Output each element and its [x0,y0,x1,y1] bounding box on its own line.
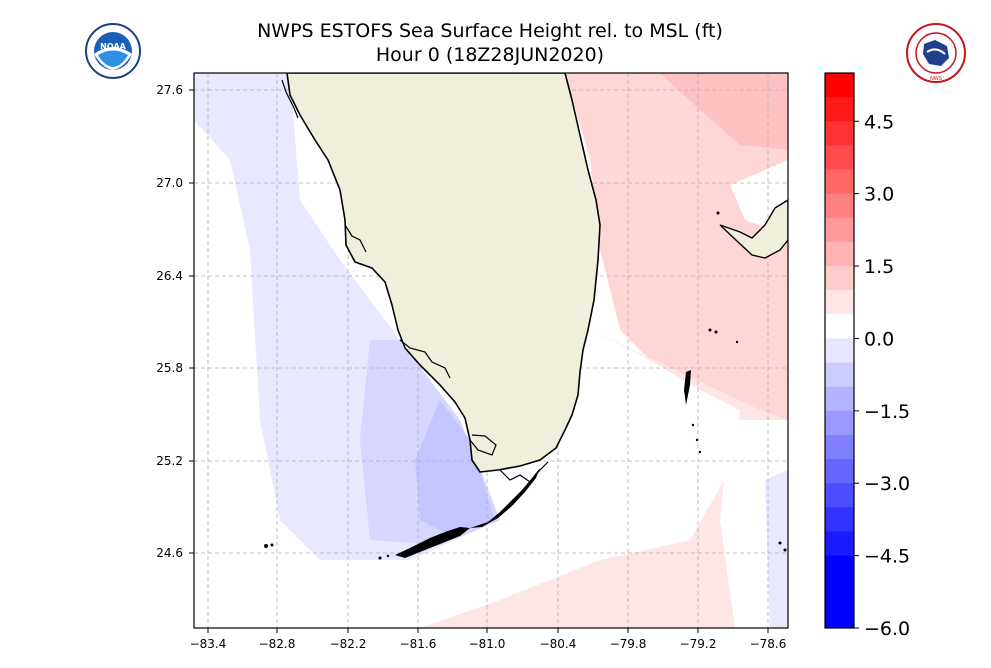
noaa-logo-text: NOAA [100,42,126,51]
straits-anomaly [420,330,788,628]
colorbar-swatch [825,73,854,98]
colorbar-swatch [825,169,854,195]
map-area[interactable] [194,73,788,628]
longitude-tick-label: −78.6 [750,637,787,651]
longitude-tick-label: −81.0 [469,637,506,651]
bahamas-negative-anomaly [765,470,788,628]
colorbar-tick-label: −6.0 [864,618,910,640]
colorbar-tick-label: −1.5 [864,401,910,423]
coastline-detail [281,79,549,483]
colorbar-swatch [825,410,854,436]
colorbar-swatch [825,579,854,605]
colorbar-swatch [825,531,854,557]
colorbar-swatch [825,241,854,267]
longitude-tick-label: −82.8 [259,637,296,651]
colorbar-swatch [825,507,854,532]
gulf-anomaly-strong [415,400,495,535]
longitude-tick-label: −83.4 [190,637,227,651]
florida-landmass [286,73,601,473]
colorbar-tick-label: 4.5 [864,111,894,133]
colorbar-swatch [825,217,854,243]
colorbar-tick-label: −3.0 [864,473,910,495]
latitude-tick-label: 27.6 [156,83,183,97]
noaa-logo: NOAA [85,23,141,79]
longitude-tick-label: −82.2 [330,637,367,651]
longitude-axis: −83.4 −82.8 −82.2 −81.6 −81.0 −80.4 −79.8 −79.2… [190,628,787,651]
colorbar-swatch [825,386,854,412]
colorbar: 4.5 3.0 1.5 0.0 −1.5 −3.0 −4.5 −6.0 [824,72,910,640]
latitude-axis: 27.6 27.0 26.4 25.8 25.2 24.6 [156,83,194,560]
colorbar-swatch [825,362,854,388]
atlantic-anomaly [565,73,788,420]
longitude-tick-label: −80.4 [540,637,577,651]
latitude-tick-label: 24.6 [156,546,183,560]
latitude-tick-label: 25.2 [156,454,183,468]
colorbar-tick-label: 0.0 [864,328,894,350]
longitude-tick-label: −79.2 [680,637,717,651]
colorbar-frame [824,72,855,629]
colorbar-swatch [825,314,854,339]
nws-logo-text: NWS [930,76,942,82]
longitude-tick-label: −81.6 [400,637,437,651]
colorbar-tick-label: 3.0 [864,184,894,206]
nws-logo: NWS [906,23,966,83]
colorbar-swatch [825,603,854,629]
longitude-tick-label: −79.8 [610,637,647,651]
map-frame [193,72,789,629]
colorbar-swatch [825,434,854,460]
colorbar-swatch [825,266,854,291]
colorbar-swatch [825,97,854,122]
keys-islands [264,211,787,560]
colorbar-swatch [825,555,854,581]
latitude-tick-label: 27.0 [156,176,183,190]
latitude-tick-label: 25.8 [156,361,183,375]
colorbar-swatch [825,121,854,146]
colorbar-swatch [825,145,854,171]
colorbar-tick-label: −4.5 [864,546,910,568]
colorbar-swatch [825,338,854,364]
colorbar-swatch [825,193,854,219]
colorbar-tick-label: 1.5 [864,256,894,278]
atlantic-anomaly-strong [660,73,788,150]
colorbar-swatch [825,483,854,508]
grand-bahama-island [719,199,788,259]
colorbar-swatch [825,290,854,315]
colorbar-swatch [825,459,854,484]
map-title: NWPS ESTOFS Sea Surface Height rel. to M… [257,20,723,42]
latitude-tick-label: 26.4 [156,269,183,283]
map-subtitle: Hour 0 (18Z28JUN2020) [375,44,605,66]
